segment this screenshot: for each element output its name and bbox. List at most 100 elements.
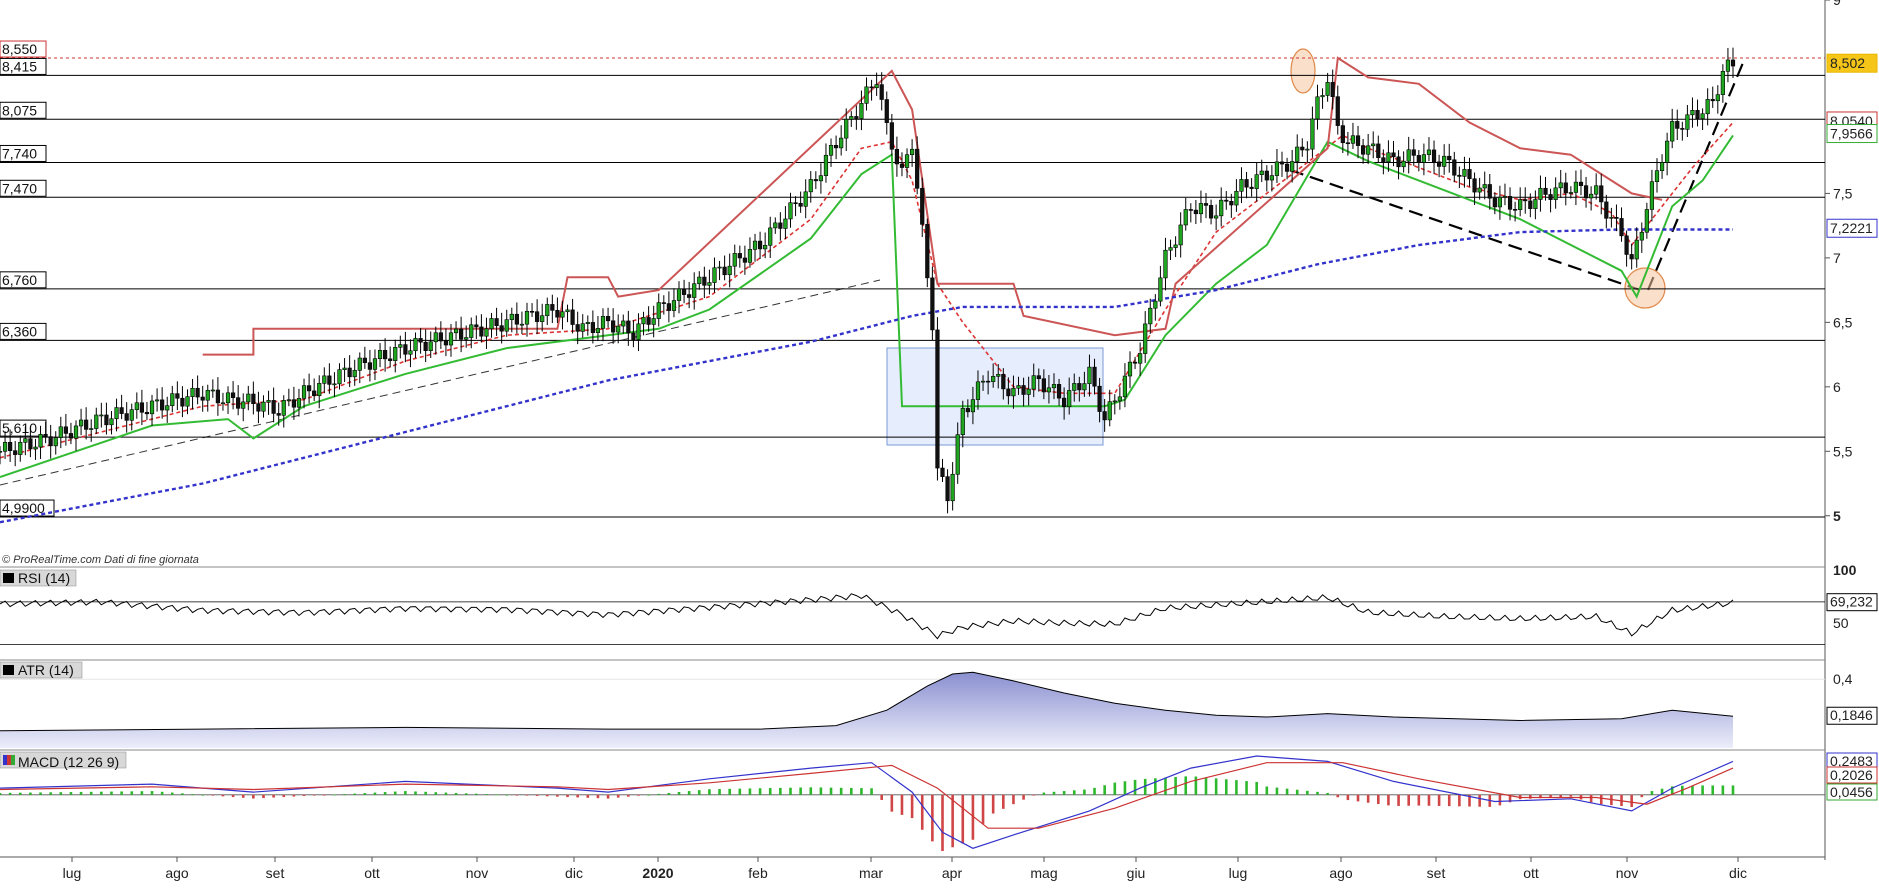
atr-line (0, 671, 1734, 732)
candle-body (1056, 384, 1062, 399)
candle-body (1720, 71, 1725, 95)
rsi-title-text: RSI (14) (18, 570, 70, 586)
candle-body (813, 179, 818, 182)
candle-body (256, 403, 261, 412)
candle-body (1659, 162, 1665, 171)
candle-body (854, 116, 859, 119)
candle-body (1538, 187, 1543, 200)
level-label-box (0, 40, 47, 58)
candle-body (408, 350, 413, 355)
macd-hist-bar (150, 791, 154, 795)
candle-body (1431, 149, 1437, 163)
macd-hist-bar (1498, 794, 1502, 806)
candle-body (104, 414, 109, 426)
candle-body (752, 240, 758, 250)
macd-hist-bar (1447, 794, 1451, 807)
x-tick-label: nov (466, 865, 489, 881)
candle-body (1594, 185, 1599, 195)
macd-line (0, 762, 1734, 829)
candle-body (1685, 114, 1690, 130)
macd-hist-bar (971, 794, 975, 840)
macd-hist-bar (1113, 782, 1117, 795)
level-label-box (0, 57, 47, 75)
candle-body (281, 400, 286, 416)
candle-body (605, 316, 611, 322)
candle-body (1675, 121, 1680, 129)
candle-body (737, 253, 742, 259)
candle-body (1072, 383, 1077, 391)
candle-body (535, 311, 540, 322)
candle-body (570, 309, 575, 325)
candle-body (388, 358, 393, 361)
rsi-tick-label: 100 (1833, 562, 1857, 578)
candle-body (84, 419, 89, 430)
candle-body (687, 294, 692, 298)
macd-hist-bar (718, 788, 721, 795)
level-label-text: 6,360 (2, 323, 37, 339)
level-label-box (0, 144, 47, 162)
macd-hist-bar (1458, 794, 1461, 807)
macd-hist-bar (515, 794, 519, 796)
candle-body (1143, 323, 1148, 354)
candle-body (681, 288, 687, 295)
candle-body (519, 323, 525, 326)
macd-hist-bar (556, 794, 559, 797)
candle-body (13, 450, 18, 455)
macd-hist-bar (890, 794, 894, 812)
candle-body (423, 341, 428, 351)
macd-hist-bar (576, 794, 579, 798)
macd-hist-bar (991, 794, 995, 814)
macd-hist-bar (231, 794, 235, 798)
candle-body (296, 398, 302, 408)
macd-hist-bar (637, 794, 640, 796)
candle-body (215, 389, 220, 404)
candle-body (160, 399, 165, 411)
macd-hist-bar (79, 791, 83, 795)
candle-body (1026, 388, 1031, 395)
candle-body (1416, 155, 1421, 163)
candle-body (1188, 209, 1193, 211)
candle-body (1654, 170, 1660, 183)
candle-body (514, 313, 519, 325)
macd-hist-bar (424, 791, 427, 795)
x-tick-label: mag (1030, 865, 1057, 881)
macd-hist-bar (779, 787, 782, 795)
candle-body (175, 393, 180, 399)
macd-hist-bar (495, 794, 498, 796)
macd-hist-bar (961, 794, 965, 844)
macd-hist-bar (89, 791, 93, 795)
candle-body (1360, 145, 1366, 155)
candle-body (1300, 146, 1305, 151)
candle-body (945, 476, 950, 502)
macd-hist-bar (1062, 791, 1066, 795)
macd-hist-bar (444, 792, 448, 795)
candle-body (464, 337, 469, 340)
candle-body (1107, 401, 1112, 421)
candle-body (641, 317, 646, 325)
candle-body (1705, 99, 1710, 115)
candle-body (1442, 155, 1447, 167)
level-label-text: 8,415 (2, 58, 37, 74)
rsi-title: RSI (14) (0, 569, 77, 587)
macd-hist-bar (1670, 786, 1674, 795)
macd-hist-bar (353, 793, 357, 795)
candle-body (555, 310, 560, 318)
candle-body (930, 277, 935, 331)
macd-hist-bar (0, 792, 2, 795)
candle-body (550, 304, 555, 311)
macd-hist-bar (211, 794, 215, 796)
macd-hist-bar (39, 792, 42, 795)
candle-body (727, 265, 732, 276)
candle-body (1350, 135, 1356, 144)
x-tick-label: lug (1229, 865, 1248, 881)
rsi-last-box (1826, 593, 1878, 612)
macd-hist-bar (799, 787, 802, 795)
candle-body (651, 318, 656, 325)
candle-body (1487, 184, 1492, 199)
candle-body (1573, 181, 1579, 193)
candle-body (808, 179, 813, 193)
macd-title: MACD (12 26 9) (0, 751, 127, 770)
level-label-box (0, 179, 47, 197)
candle-body (367, 362, 373, 370)
